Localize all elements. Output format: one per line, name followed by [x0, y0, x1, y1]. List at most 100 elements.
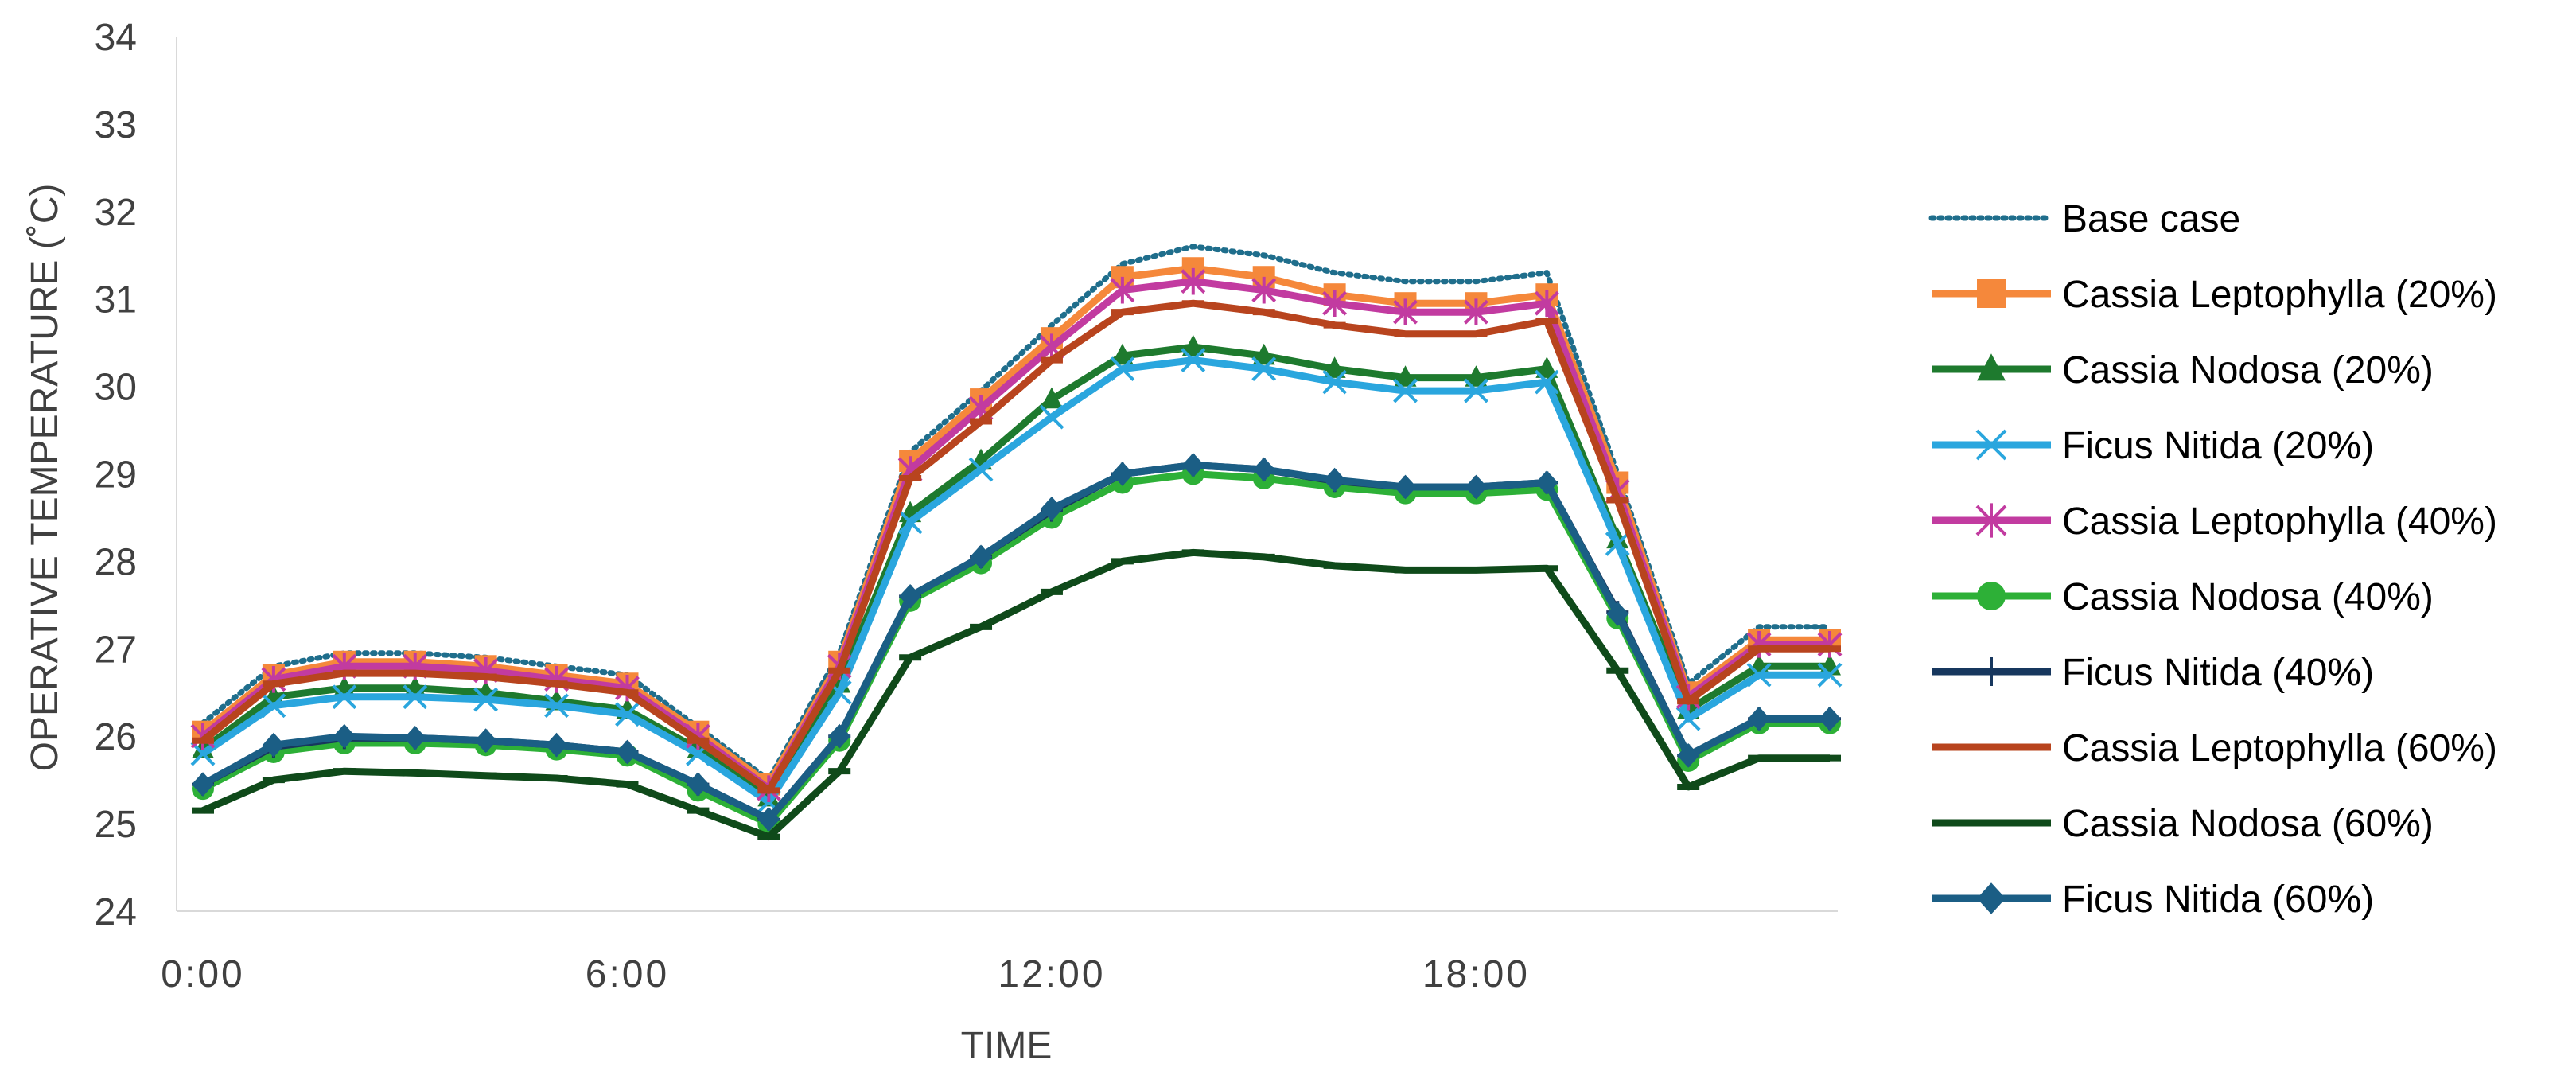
data-point	[899, 583, 922, 609]
data-point	[1251, 276, 1277, 304]
data-point	[1464, 298, 1488, 325]
legend-marker	[1977, 279, 2006, 308]
legend-label: Ficus Nitida (40%)	[2062, 652, 2374, 694]
data-point	[261, 693, 286, 719]
series-line	[200, 264, 1830, 789]
y-tick-label: 27	[95, 629, 137, 671]
data-point	[1251, 356, 1277, 382]
data-point	[1181, 267, 1206, 295]
series-cassia-leptophylla-60	[192, 299, 1841, 794]
data-point	[1110, 356, 1135, 382]
legend-item: Ficus Nitida (20%)	[1932, 425, 2374, 467]
legend-item: Cassia Nodosa (20%)	[1932, 349, 2434, 392]
data-point	[262, 732, 285, 758]
y-tick-label: 26	[95, 716, 137, 758]
data-point	[1605, 532, 1630, 556]
legend: Base case Cassia Leptophylla (20%) Cassia …	[1928, 198, 2497, 921]
data-point	[1181, 334, 1204, 356]
legend-label: Base case	[2062, 198, 2240, 240]
x-tick-label: 6:00	[586, 953, 669, 995]
legend-label: Cassia Nodosa (20%)	[2062, 349, 2434, 392]
data-point	[1111, 343, 1134, 365]
legend-label: Cassia Nodosa (60%)	[2062, 803, 2434, 845]
data-point	[1606, 601, 1629, 626]
legend-item: Cassia Leptophylla (40%)	[1932, 501, 2497, 543]
series-line	[200, 356, 1830, 806]
data-point	[1111, 462, 1134, 486]
data-point	[1252, 343, 1275, 365]
series-line	[200, 244, 1833, 783]
x-tick-label: 0:00	[161, 953, 244, 995]
data-point	[1535, 356, 1558, 378]
data-point	[332, 684, 357, 710]
data-point	[1465, 474, 1488, 500]
y-tick-label: 29	[95, 454, 137, 497]
x-axis-ticks: 0:00 6:00 12:00 18:00	[161, 953, 1527, 995]
y-tick-label: 34	[95, 17, 137, 59]
data-point	[1323, 356, 1346, 378]
data-point	[1322, 369, 1348, 395]
legend-label: Ficus Nitida (20%)	[2062, 425, 2374, 467]
x-tick-label: 12:00	[998, 953, 1105, 995]
legend-item: Cassia Leptophylla (60%)	[1932, 727, 2497, 769]
data-point	[1394, 474, 1417, 500]
data-point	[968, 457, 994, 482]
data-point	[897, 509, 923, 535]
legend-label: Cassia Leptophylla (40%)	[2062, 501, 2497, 543]
legend-label: Cassia Nodosa (40%)	[2062, 576, 2434, 618]
data-point	[1746, 662, 1772, 688]
data-point	[1322, 290, 1348, 317]
x-axis-title: TIME	[961, 1025, 1053, 1067]
data-point	[474, 728, 497, 754]
legend-item: Ficus Nitida (60%)	[1932, 879, 2374, 921]
data-point	[1534, 290, 1559, 317]
data-point	[970, 544, 993, 570]
data-point	[1677, 742, 1700, 768]
y-tick-label: 31	[95, 279, 137, 321]
y-tick-label: 28	[95, 541, 137, 583]
y-tick-label: 33	[95, 104, 137, 146]
data-point	[403, 684, 428, 710]
series-base-case	[200, 244, 1833, 783]
data-point	[1039, 404, 1064, 430]
legend-marker	[1975, 429, 2007, 461]
data-point	[1394, 365, 1417, 387]
legend-label: Cassia Leptophylla (60%)	[2062, 727, 2497, 769]
legend-item: Ficus Nitida (40%)	[1932, 652, 2374, 694]
legend-item: Cassia Leptophylla (20%)	[1932, 274, 2497, 316]
series-line	[200, 462, 1830, 824]
data-point	[1819, 706, 1841, 731]
series-ficus-nitida-60	[192, 453, 1841, 832]
y-axis-title: OPERATIVE TEMPERATURE (˚C)	[24, 184, 66, 772]
data-point	[615, 702, 640, 727]
data-point	[1535, 470, 1558, 495]
series-line	[200, 462, 1830, 824]
legend-label: Ficus Nitida (60%)	[2062, 879, 2374, 921]
data-point	[1675, 706, 1701, 731]
data-point	[1110, 276, 1135, 304]
y-tick-label: 25	[95, 804, 137, 846]
series-line	[201, 548, 1830, 841]
series-line	[200, 299, 1830, 794]
legend-label: Cassia Leptophylla (20%)	[2062, 274, 2497, 316]
data-point	[1393, 378, 1418, 403]
legend-marker	[1977, 657, 2006, 686]
series-layer	[190, 244, 1843, 841]
y-axis-ticks: 24 25 26 27 28 29 30 31 32 33 34	[95, 17, 137, 933]
data-point	[828, 723, 851, 749]
data-point	[403, 725, 426, 750]
data-point	[333, 723, 356, 749]
data-point	[1040, 497, 1063, 521]
data-point	[1040, 387, 1063, 409]
legend-item: Cassia Nodosa (40%)	[1932, 576, 2434, 618]
data-point	[1748, 706, 1771, 731]
legend-item: Cassia Nodosa (60%)	[1932, 803, 2434, 845]
data-point	[1393, 298, 1418, 325]
data-point	[757, 807, 780, 832]
legend-marker	[1977, 353, 2006, 381]
data-point	[544, 693, 569, 719]
data-point	[473, 687, 499, 712]
data-point	[1464, 378, 1488, 403]
data-point	[190, 741, 216, 766]
